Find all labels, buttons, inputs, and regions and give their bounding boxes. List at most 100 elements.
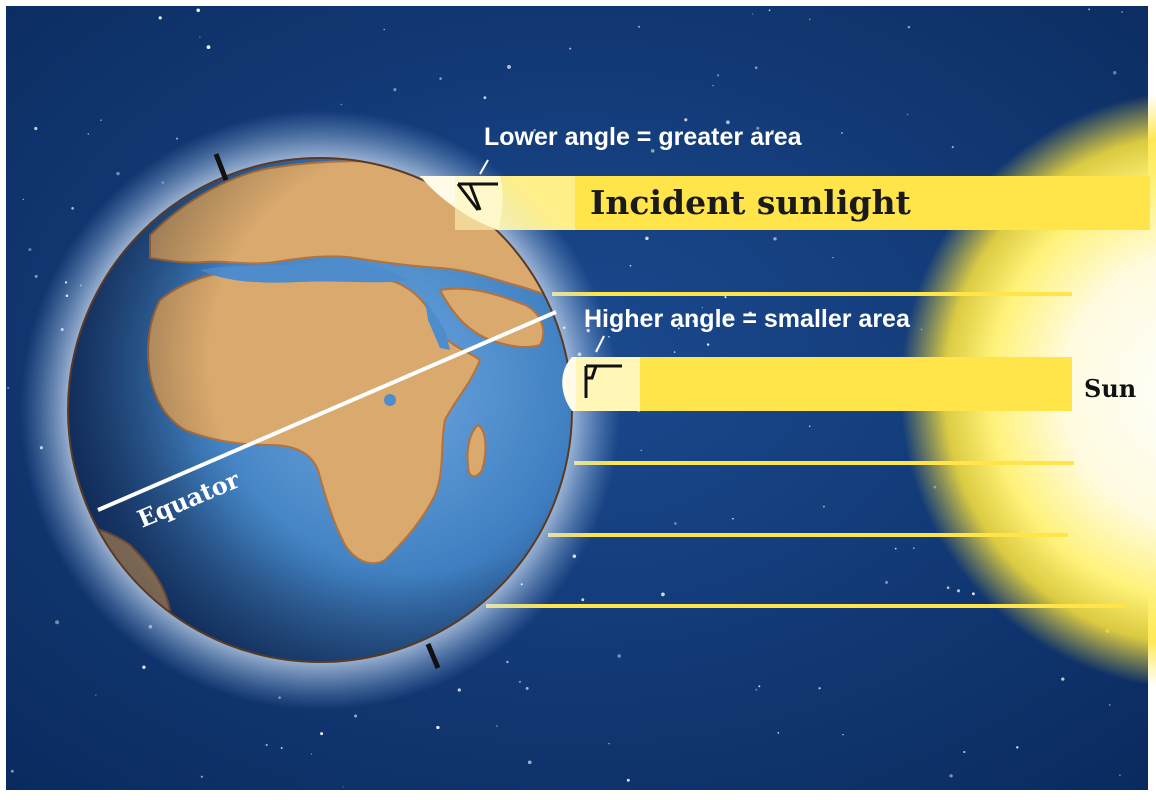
- star: [507, 64, 511, 69]
- star: [525, 686, 529, 690]
- star: [949, 774, 953, 778]
- star: [483, 96, 487, 100]
- star: [310, 753, 313, 755]
- star: [6, 386, 10, 390]
- star: [712, 84, 714, 87]
- star: [701, 306, 704, 309]
- star: [383, 28, 385, 31]
- star: [1112, 70, 1117, 75]
- lower-angle-leader: [479, 159, 489, 175]
- star: [142, 665, 146, 669]
- star: [818, 687, 821, 690]
- star: [706, 343, 710, 346]
- star: [771, 129, 775, 133]
- star: [34, 274, 38, 278]
- star: [841, 132, 843, 134]
- star: [756, 126, 760, 130]
- star: [116, 171, 120, 176]
- star: [755, 688, 758, 691]
- incident-sunlight-label: Incident sunlight: [590, 183, 912, 222]
- star: [354, 714, 358, 718]
- sun-label: Sun: [1084, 374, 1136, 403]
- star: [527, 760, 532, 765]
- star: [100, 119, 102, 122]
- star: [754, 66, 758, 69]
- star: [439, 77, 442, 80]
- star: [946, 586, 950, 590]
- star: [724, 296, 727, 299]
- high-angle-marker: [584, 364, 622, 398]
- star: [808, 425, 811, 427]
- ray-line-1: [552, 292, 1072, 296]
- high-angle-illuminated-area: [562, 357, 580, 411]
- star: [196, 8, 200, 13]
- star: [716, 74, 720, 77]
- star: [748, 311, 752, 315]
- star: [907, 25, 911, 29]
- star: [22, 198, 25, 201]
- star: [34, 126, 38, 131]
- star: [95, 694, 97, 696]
- star: [28, 248, 32, 252]
- star: [645, 236, 649, 241]
- equator-line: [97, 310, 557, 512]
- star: [158, 16, 162, 20]
- star: [629, 264, 632, 267]
- star: [727, 315, 731, 319]
- star: [87, 133, 90, 135]
- star: [638, 25, 641, 28]
- star: [55, 620, 60, 625]
- star: [809, 18, 811, 21]
- star: [1118, 774, 1121, 777]
- star: [71, 207, 74, 210]
- earth-globe: [67, 153, 573, 669]
- star: [1088, 8, 1091, 11]
- higher-angle-beam: [572, 357, 1072, 411]
- star: [956, 589, 961, 593]
- star: [200, 775, 204, 779]
- star: [506, 660, 509, 664]
- star: [913, 547, 915, 549]
- star: [951, 146, 954, 149]
- star: [640, 449, 642, 452]
- star: [842, 734, 844, 736]
- star: [176, 137, 178, 140]
- star: [340, 103, 343, 106]
- star: [495, 725, 498, 727]
- star: [1121, 11, 1123, 13]
- star: [963, 750, 966, 754]
- star: [518, 680, 522, 684]
- star: [265, 743, 268, 747]
- ray-line-2: [574, 461, 1074, 465]
- higher-angle-leader: [595, 335, 605, 353]
- star: [677, 327, 680, 330]
- star: [1108, 703, 1111, 706]
- star: [569, 47, 572, 50]
- star: [885, 580, 889, 584]
- star: [650, 149, 655, 153]
- higher-angle-label: Higher angle = smaller area: [584, 305, 911, 333]
- star: [832, 256, 834, 259]
- star: [673, 351, 676, 353]
- low-angle-marker: [456, 182, 498, 211]
- star: [661, 592, 665, 597]
- axis-north-tick: [213, 153, 229, 181]
- star: [320, 732, 324, 736]
- star: [436, 725, 440, 730]
- star: [752, 13, 754, 15]
- star: [581, 598, 585, 602]
- ray-line-4: [486, 604, 1126, 608]
- lower-angle-label: Lower angle = greater area: [484, 123, 803, 151]
- star: [674, 522, 677, 525]
- star: [342, 786, 344, 788]
- star: [758, 685, 761, 688]
- star: [1061, 677, 1065, 681]
- star: [777, 732, 780, 734]
- star: [906, 113, 909, 116]
- star: [692, 319, 696, 324]
- star: [280, 747, 283, 749]
- star: [773, 237, 777, 241]
- star: [822, 505, 825, 508]
- star: [393, 88, 397, 92]
